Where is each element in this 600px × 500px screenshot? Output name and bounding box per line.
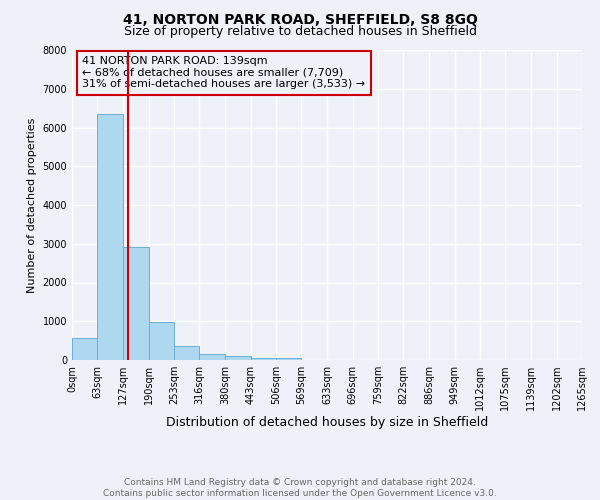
Bar	[149, 322, 174, 360]
Bar	[276, 358, 301, 360]
Bar	[174, 346, 199, 360]
Y-axis label: Number of detached properties: Number of detached properties	[27, 118, 37, 292]
Bar	[97, 114, 123, 360]
Bar	[199, 354, 225, 360]
Bar	[251, 358, 276, 360]
Text: Contains HM Land Registry data © Crown copyright and database right 2024.
Contai: Contains HM Land Registry data © Crown c…	[103, 478, 497, 498]
Text: 41 NORTON PARK ROAD: 139sqm
← 68% of detached houses are smaller (7,709)
31% of : 41 NORTON PARK ROAD: 139sqm ← 68% of det…	[82, 56, 365, 90]
Bar	[123, 247, 149, 360]
Text: 41, NORTON PARK ROAD, SHEFFIELD, S8 8GQ: 41, NORTON PARK ROAD, SHEFFIELD, S8 8GQ	[122, 12, 478, 26]
Bar	[225, 356, 251, 360]
Bar	[72, 338, 97, 360]
Text: Size of property relative to detached houses in Sheffield: Size of property relative to detached ho…	[124, 25, 476, 38]
X-axis label: Distribution of detached houses by size in Sheffield: Distribution of detached houses by size …	[166, 416, 488, 429]
